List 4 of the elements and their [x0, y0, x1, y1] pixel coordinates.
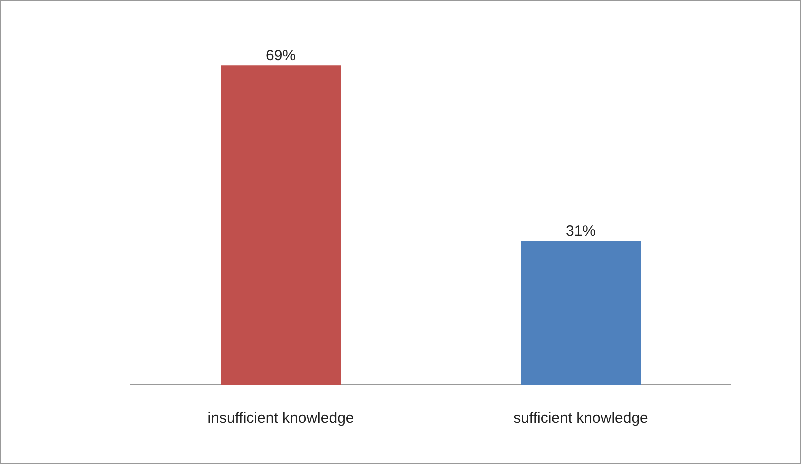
data-label: 69%: [266, 47, 296, 64]
x-tick-label: insufficient knowledge: [208, 410, 354, 428]
data-label: 31%: [566, 223, 596, 240]
x-tick-label: sufficient knowledge: [514, 410, 648, 428]
